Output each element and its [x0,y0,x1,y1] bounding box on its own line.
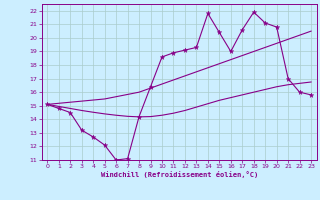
X-axis label: Windchill (Refroidissement éolien,°C): Windchill (Refroidissement éolien,°C) [100,171,258,178]
